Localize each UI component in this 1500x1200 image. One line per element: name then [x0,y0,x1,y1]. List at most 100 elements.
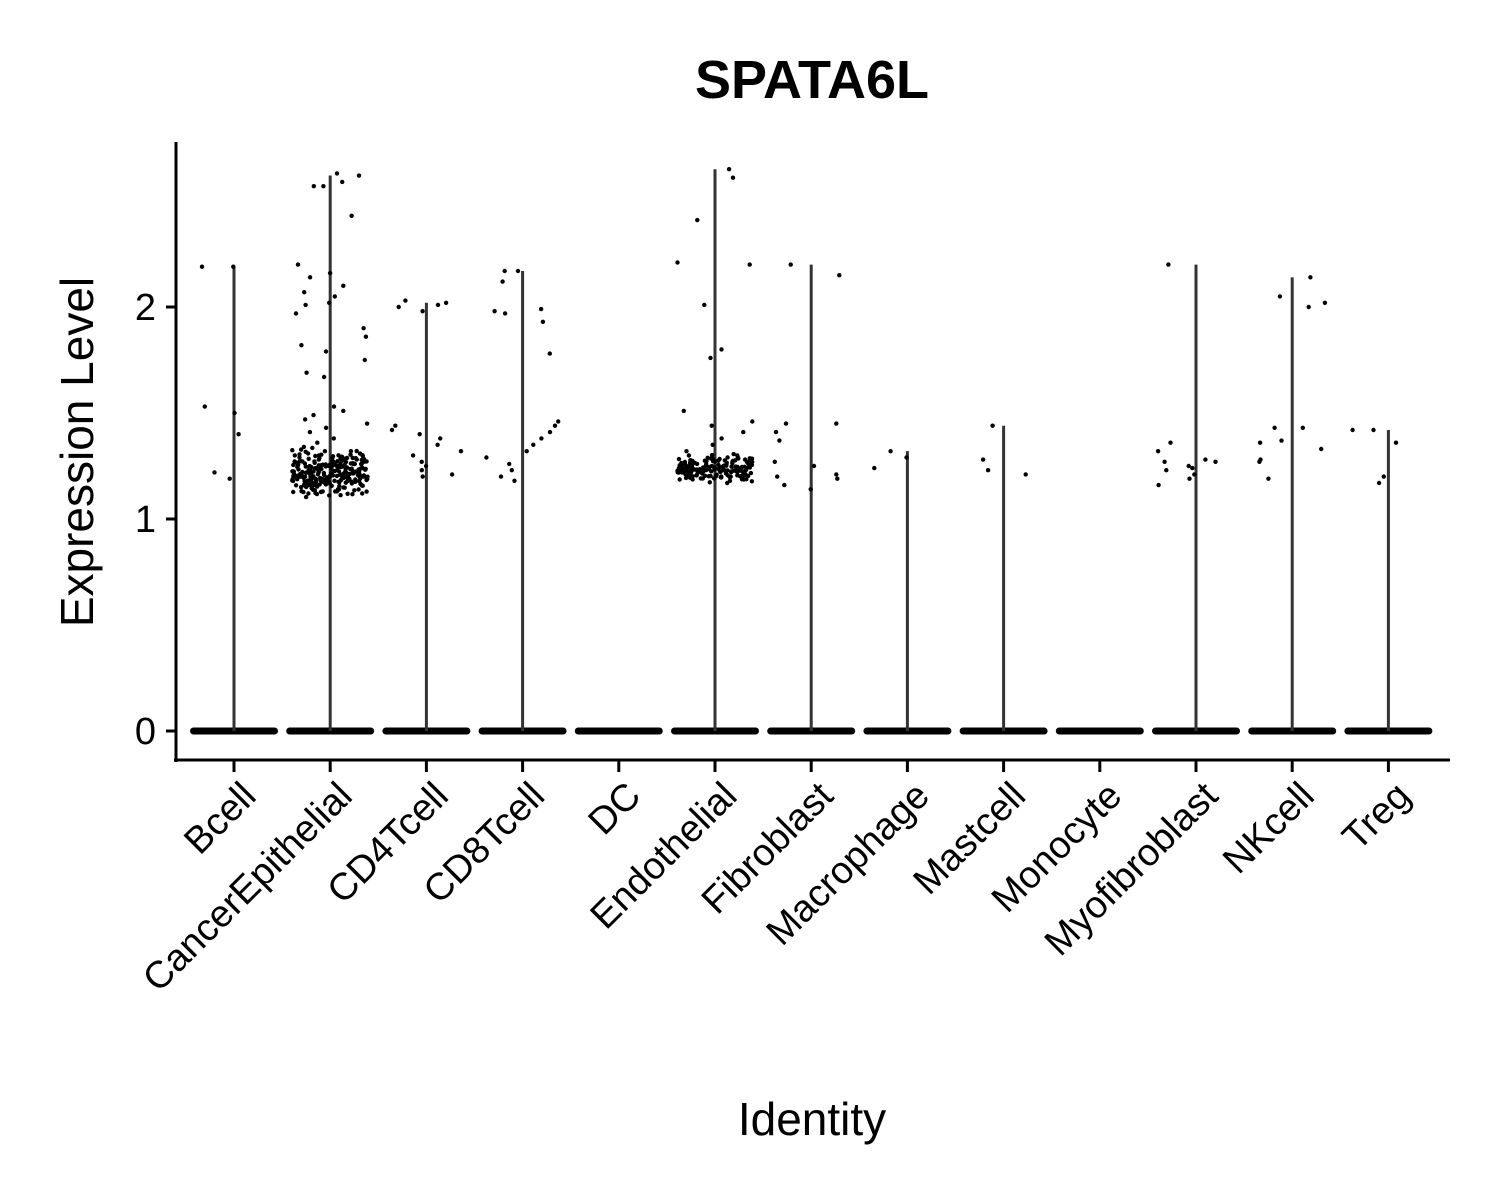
data-point [306,456,311,461]
data-point [739,464,745,470]
data-point [317,455,322,461]
data-point [356,479,362,484]
data-point [202,404,207,409]
data-point [339,454,345,459]
data-point [722,458,727,463]
data-point [677,465,682,471]
data-point [356,487,361,492]
x-tick-label: NKcell [1215,775,1322,882]
data-point [309,486,315,491]
data-point [709,469,714,474]
data-point [985,468,991,473]
data-point [719,347,724,352]
data-point [788,262,793,267]
data-point [334,489,340,494]
data-point [326,463,331,468]
data-point [327,300,332,305]
data-point [730,175,736,180]
point-cloud [675,451,755,485]
data-point [744,477,749,482]
data-point [307,429,313,435]
data-point [298,485,304,490]
data-point [515,268,521,274]
violin-group [1248,275,1337,735]
data-point [321,374,327,380]
data-point [735,464,740,470]
data-point [1164,468,1169,473]
violin-group [767,262,856,735]
data-point [539,436,544,441]
data-point [1308,275,1313,280]
data-point [292,453,297,458]
data-point [317,482,322,487]
data-point [347,476,352,481]
data-point [729,469,734,475]
data-point [347,471,352,477]
data-point [308,471,314,476]
data-point [748,470,754,476]
data-point [704,458,709,464]
data-point [330,473,336,478]
violin-group [863,449,952,735]
data-point [410,453,416,458]
x-axis-title: Identity [738,1093,886,1145]
data-point [683,462,688,467]
violin-group [478,268,567,735]
data-point [731,451,736,457]
data-point [556,419,561,424]
violin-group [959,423,1048,735]
data-point [236,432,241,437]
data-point [336,453,341,458]
data-point [1186,463,1191,469]
data-point [722,468,728,473]
data-point [716,458,721,463]
data-point [538,306,544,312]
data-point [435,302,441,308]
data-point [298,447,304,452]
data-point [212,470,217,475]
plot-area [190,167,1433,735]
data-point [743,472,749,478]
data-point [365,476,370,482]
data-point [736,456,741,461]
data-point [303,449,308,454]
data-point [773,429,779,435]
data-point [321,470,327,476]
data-point [443,300,449,305]
data-point [1162,459,1167,464]
data-point [719,466,724,471]
y-tick-label: 1 [135,499,156,541]
data-point [730,461,735,466]
data-point [808,487,813,492]
data-point [775,474,780,479]
data-point [1266,476,1271,481]
violin-group [190,264,278,735]
point-cloud [290,445,370,500]
data-point [1381,474,1387,479]
data-point [1350,427,1355,433]
x-tick-label: Myofibroblast [1037,774,1227,964]
data-point [313,476,318,482]
data-point [354,457,359,462]
data-point [686,453,692,458]
data-point [1277,294,1283,299]
data-point [362,459,367,464]
data-point [423,463,429,469]
data-point [307,466,313,471]
data-point [292,459,297,464]
data-point [1023,472,1028,477]
data-point [1155,449,1161,454]
data-point [350,492,355,497]
data-point [718,474,723,480]
data-point [438,436,443,441]
data-point [1322,300,1328,305]
data-point [782,482,787,488]
data-point [694,473,699,478]
data-point [741,429,746,435]
data-point [681,466,686,471]
data-point [231,264,236,269]
data-point [349,213,354,218]
data-point [719,436,724,441]
data-point [703,463,708,469]
